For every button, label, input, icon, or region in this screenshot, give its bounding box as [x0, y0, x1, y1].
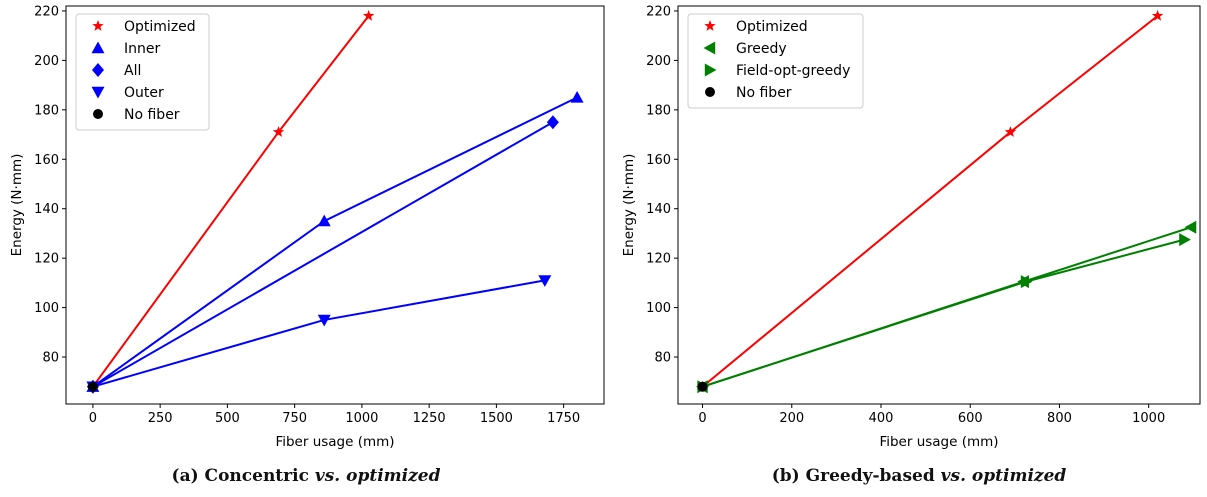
series-line-outer [92, 279, 545, 388]
y-tick-label: 100 [646, 301, 671, 316]
chart-b: 0 200 400 600 800 1000 80 100 120 140 160 180 200 220… [621, 4, 1201, 450]
data-point-no-fiber [87, 381, 98, 392]
y-tick-label: 140 [646, 202, 671, 217]
legend-label: Optimized [124, 19, 196, 35]
y-tick-label: 200 [646, 54, 671, 69]
caption-a-emph: vs. optimized [314, 466, 441, 486]
y-tick-label: 160 [646, 153, 671, 168]
caption-b-emph: vs. optimized [940, 466, 1067, 486]
series-line-all [92, 121, 554, 388]
plot-frame [65, 5, 605, 405]
x-tick-label: 1750 [547, 411, 580, 426]
y-tick-label: 80 [42, 351, 59, 366]
legend-marker [91, 41, 105, 54]
y-tick-label: 200 [34, 54, 59, 69]
y-tick-label: 100 [34, 301, 59, 316]
data-point-outer [317, 314, 331, 327]
legend-marker [703, 41, 716, 55]
y-tick-label: 120 [34, 252, 59, 267]
caption-b-prefix: (b) Greedy-based [771, 466, 935, 486]
x-axis-label: Fiber usage (mm) [275, 434, 394, 450]
x-tick-label: 1000 [1132, 411, 1165, 426]
legend-box [687, 13, 864, 109]
data-point-outer [538, 275, 552, 287]
data-point-field-opt-greedy [1020, 275, 1033, 289]
y-tick-label: 220 [34, 4, 59, 19]
y-tick-label: 140 [34, 202, 59, 217]
legend-marker [704, 63, 717, 77]
caption-b: (b) Greedy-based vs. optimized [772, 466, 1067, 486]
caption-a-prefix: (a) Concentric [171, 466, 309, 486]
y-tick-label: 160 [34, 153, 59, 168]
data-point-optimized [1004, 126, 1017, 137]
data-point-inner [570, 90, 584, 103]
y-axis-label: Energy (N·mm) [9, 154, 25, 257]
data-point-optimized [1151, 9, 1164, 21]
legend-marker [705, 87, 715, 97]
y-axis-label: Energy (N·mm) [621, 154, 637, 257]
x-tick-label: 400 [869, 411, 894, 426]
data-point-greedy [1184, 220, 1197, 234]
x-tick-label: 1500 [480, 411, 513, 426]
data-point-no-fiber [697, 381, 708, 392]
data-point-inner [317, 214, 331, 227]
legend-marker [704, 20, 716, 31]
x-tick-label: 750 [282, 411, 307, 426]
data-point-optimized [362, 9, 375, 21]
legend: Optimized Greedy Field-opt-greedy No fiber [687, 13, 864, 109]
y-tick-label: 180 [646, 103, 671, 118]
x-tick-label: 1000 [345, 411, 378, 426]
data-point-all [546, 115, 559, 130]
x-tick-label: 200 [779, 411, 804, 426]
legend-label: No fiber [124, 107, 180, 123]
y-tick-label: 120 [646, 252, 671, 267]
x-axis-label: Fiber usage (mm) [879, 434, 998, 450]
y-tick-label: 80 [654, 351, 671, 366]
legend-label: All [124, 63, 141, 79]
plot-frame [677, 5, 1201, 405]
legend-marker [93, 109, 103, 119]
series-line-field-opt-greedy [702, 238, 1185, 388]
legend-marker [92, 63, 104, 77]
series-line-inner [92, 96, 578, 388]
x-tick-label: 600 [958, 411, 983, 426]
legend-label: Field-opt-greedy [736, 63, 850, 79]
legend-box [75, 13, 210, 131]
legend: Optimized Inner All Outer No fiber [75, 13, 210, 131]
x-tick-label: 0 [698, 411, 706, 426]
legend-label: Outer [124, 85, 164, 101]
data-point-field-opt-greedy [1179, 233, 1191, 247]
x-tick-label: 1250 [413, 411, 446, 426]
y-tick-label: 180 [34, 103, 59, 118]
legend-label: Optimized [736, 19, 808, 35]
legend-label: Inner [124, 41, 160, 57]
x-tick-label: 0 [89, 411, 97, 426]
legend-marker [92, 20, 104, 31]
data-point-optimized [272, 126, 285, 137]
legend-label: No fiber [736, 85, 792, 101]
chart-a: 0 250 500 750 1000 1250 1500 1750 80 100 120 140 160… [9, 4, 605, 450]
caption-a: (a) Concentric vs. optimized [172, 466, 441, 486]
x-tick-label: 500 [215, 411, 240, 426]
x-tick-label: 250 [148, 411, 173, 426]
y-tick-label: 220 [646, 4, 671, 19]
x-tick-label: 800 [1047, 411, 1072, 426]
legend-marker [91, 86, 105, 99]
legend-label: Greedy [736, 41, 787, 57]
